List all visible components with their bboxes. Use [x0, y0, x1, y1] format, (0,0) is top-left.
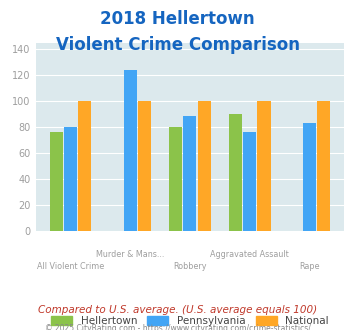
Bar [78, 101, 91, 231]
Bar [243, 132, 256, 231]
Legend: Hellertown, Pennsylvania, National: Hellertown, Pennsylvania, National [47, 312, 333, 330]
Text: Robbery: Robbery [173, 262, 207, 271]
Bar [317, 101, 330, 231]
Text: Aggravated Assault: Aggravated Assault [210, 250, 289, 259]
Text: Murder & Mans...: Murder & Mans... [96, 250, 164, 259]
Bar [64, 127, 77, 231]
Bar [138, 101, 151, 231]
Bar [169, 127, 182, 231]
Text: © 2025 CityRating.com - https://www.cityrating.com/crime-statistics/: © 2025 CityRating.com - https://www.city… [45, 324, 310, 330]
Bar [257, 101, 271, 231]
Text: 2018 Hellertown: 2018 Hellertown [100, 10, 255, 28]
Bar [229, 114, 242, 231]
Bar [50, 132, 63, 231]
Text: Compared to U.S. average. (U.S. average equals 100): Compared to U.S. average. (U.S. average … [38, 305, 317, 315]
Bar [183, 115, 197, 231]
Text: All Violent Crime: All Violent Crime [37, 262, 104, 271]
Text: Rape: Rape [299, 262, 320, 271]
Bar [303, 123, 316, 231]
Bar [198, 101, 211, 231]
Bar [124, 70, 137, 231]
Text: Violent Crime Comparison: Violent Crime Comparison [55, 36, 300, 54]
